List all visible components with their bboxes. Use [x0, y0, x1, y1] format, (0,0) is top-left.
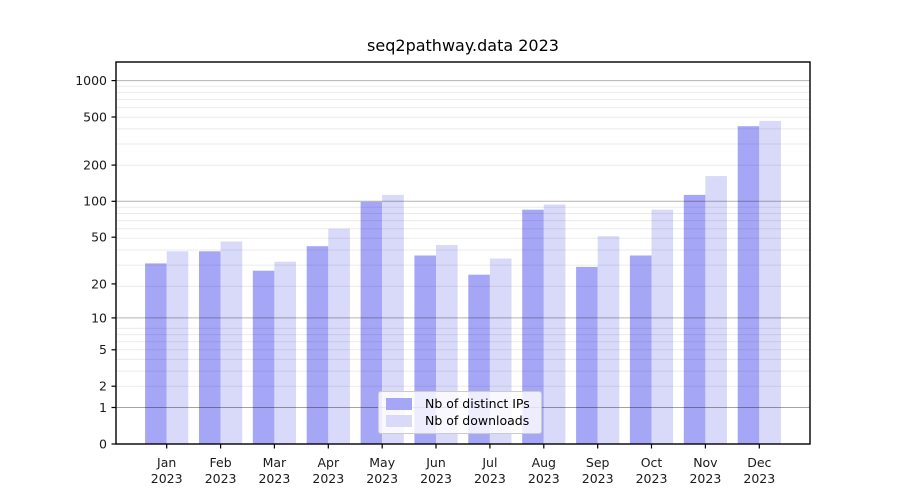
- x-tick-label-year: 2023: [636, 471, 668, 486]
- bar-ips-aug: [522, 209, 544, 444]
- x-axis: Jan2023Feb2023Mar2023Apr2023May2023Jun20…: [151, 444, 775, 486]
- bar-downloads-may: [382, 194, 404, 444]
- x-tick-label-year: 2023: [689, 471, 721, 486]
- x-tick-label-month: May: [369, 455, 395, 470]
- y-tick-label: 50: [91, 230, 107, 245]
- y-tick-label: 10: [91, 310, 107, 325]
- x-tick-label-month: Apr: [317, 455, 339, 470]
- bar-ips-dec: [737, 126, 760, 444]
- y-tick-label: 20: [91, 276, 107, 291]
- bar-ips-jan: [145, 263, 167, 444]
- bar-downloads-oct: [651, 209, 674, 444]
- x-tick-label-month: Mar: [263, 455, 287, 470]
- bar-downloads-sep: [597, 236, 620, 444]
- x-tick-label-month: Jul: [481, 455, 497, 470]
- y-tick-label: 2: [99, 379, 107, 394]
- y-tick-label: 200: [83, 157, 107, 172]
- legend-swatch-distinct-ips-icon: [386, 398, 412, 411]
- legend-swatch-downloads-icon: [386, 414, 412, 427]
- bar-downloads-apr: [328, 228, 350, 444]
- bar-downloads-aug: [543, 204, 566, 444]
- bar-downloads-jan: [166, 251, 189, 444]
- plot-border: [115, 61, 811, 445]
- x-tick-label-year: 2023: [312, 471, 344, 486]
- y-tick-label: 1: [99, 400, 107, 415]
- x-tick-label-year: 2023: [258, 471, 290, 486]
- bar-ips-apr: [306, 246, 329, 444]
- legend-label-distinct-ips: Nb of distinct IPs: [425, 396, 530, 412]
- x-tick-label-month: Jun: [425, 455, 446, 470]
- y-tick-label: 500: [83, 109, 107, 124]
- y-tick-label: 5: [99, 342, 107, 357]
- y-tick-label: 100: [83, 194, 107, 209]
- y-tick-label: 1000: [75, 73, 107, 88]
- bar-ips-nov: [683, 194, 706, 444]
- x-tick-label-year: 2023: [528, 471, 560, 486]
- bar-downloads-nov: [705, 176, 727, 444]
- grid-minor: [116, 85, 810, 408]
- bar-downloads-feb: [220, 241, 243, 444]
- x-tick-label-year: 2023: [205, 471, 237, 486]
- legend-entry-distinct-ips: Nb of distinct IPs: [386, 396, 534, 412]
- bar-downloads-mar: [274, 261, 296, 444]
- x-tick-label-year: 2023: [582, 471, 614, 486]
- y-tick-label: 0: [99, 436, 107, 451]
- bar-ips-sep: [576, 266, 598, 444]
- bar-downloads-dec: [759, 120, 781, 445]
- x-tick-label-month: Nov: [693, 455, 718, 470]
- x-tick-label-month: Jan: [156, 455, 176, 470]
- bar-ips-oct: [629, 255, 652, 444]
- legend-entry-downloads: Nb of downloads: [386, 413, 534, 429]
- x-tick-label-year: 2023: [743, 471, 775, 486]
- x-tick-label-month: Sep: [586, 455, 610, 470]
- x-tick-label-year: 2023: [151, 471, 183, 486]
- bar-ips-feb: [199, 251, 221, 444]
- x-tick-label-year: 2023: [366, 471, 398, 486]
- x-tick-label-month: Dec: [747, 455, 771, 470]
- chart-title: seq2pathway.data 2023: [367, 36, 559, 55]
- x-tick-label-month: Feb: [210, 455, 232, 470]
- series-downloads: [166, 120, 781, 445]
- x-tick-label-month: Aug: [532, 455, 556, 470]
- legend: Nb of distinct IPs Nb of downloads: [378, 391, 542, 434]
- legend-label-downloads: Nb of downloads: [425, 412, 530, 428]
- x-tick-label-year: 2023: [474, 471, 506, 486]
- x-tick-label-year: 2023: [420, 471, 452, 486]
- bar-ips-mar: [252, 270, 275, 444]
- y-axis: 0 1 2 5 10 20 50 100 200 500 1000: [75, 73, 116, 451]
- bar-ips-may: [360, 201, 383, 444]
- x-tick-label-month: Oct: [641, 455, 663, 470]
